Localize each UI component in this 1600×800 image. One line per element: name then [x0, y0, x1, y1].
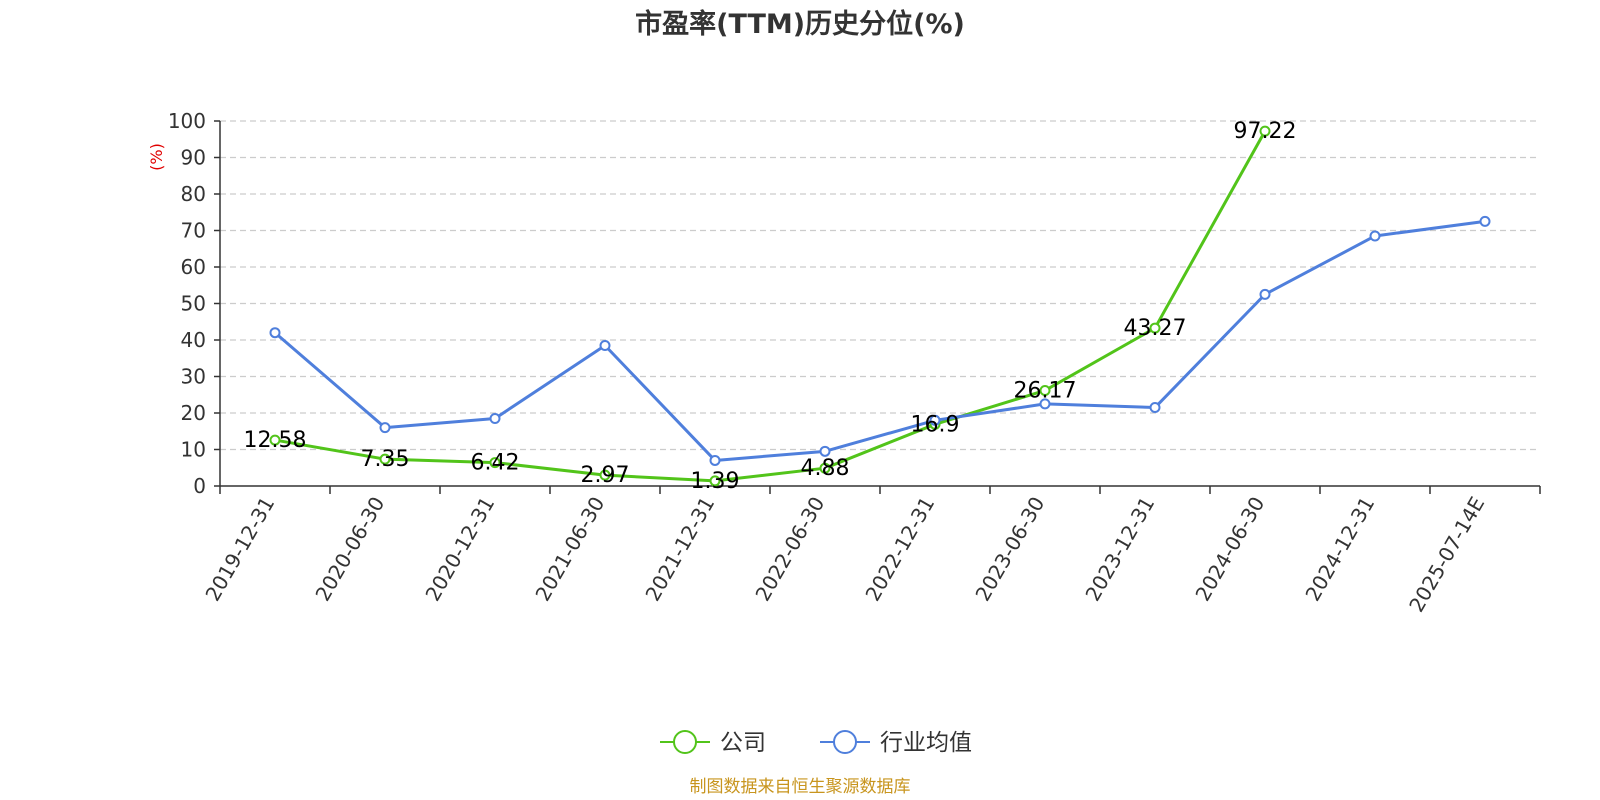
legend-label-公司: 公司 [720, 730, 766, 756]
point-行业均值-2024-06-30 [1259, 288, 1271, 300]
x-tick-2021-12-31: 2021-12-31 [640, 493, 719, 606]
point-公司-2020-06-30 [379, 453, 391, 465]
x-tick-2022-06-30: 2022-06-30 [750, 493, 829, 606]
x-tick-2019-12-31: 2019-12-31 [200, 493, 279, 606]
y-tick-labels: 0 10 20 30 40 50 60 70 80 90 100 [168, 109, 206, 498]
point-行业均值-2020-06-30 [379, 422, 391, 434]
data-label-公司-2021-06-30: 2.97 [581, 463, 630, 488]
source-note: 制图数据来自恒生聚源数据库 [690, 777, 911, 797]
point-行业均值-2020-12-31 [489, 412, 501, 424]
y-tick-30: 30 [181, 365, 206, 389]
x-tick-2024-06-30: 2024-06-30 [1190, 493, 1269, 606]
grid-lines [220, 120, 1540, 451]
point-行业均值-2022-06-30 [819, 445, 831, 457]
y-tick-90: 90 [181, 146, 206, 170]
y-tick-0: 0 [193, 474, 206, 498]
y-tick-60: 60 [181, 255, 206, 279]
legend-item-行业均值[interactable]: 行业均值 [820, 730, 972, 756]
point-行业均值-2022-12-31 [929, 414, 941, 426]
y-tick-80: 80 [181, 182, 206, 206]
point-行业均值-2019-12-31 [269, 327, 281, 339]
point-公司-2020-12-31 [489, 457, 501, 469]
legend-marker-公司 [673, 730, 697, 754]
axes [214, 120, 1541, 494]
data-label-公司-2024-06-30: 97.22 [1234, 119, 1297, 144]
point-公司-2022-06-30 [819, 462, 831, 474]
legend-marker-行业均值 [833, 730, 857, 754]
y-tick-10: 10 [181, 438, 206, 462]
x-tick-2023-06-30: 2023-06-30 [970, 493, 1049, 606]
legend[interactable]: 公司 行业均值 [660, 730, 972, 756]
point-公司-2021-06-30 [599, 469, 611, 481]
data-label-公司-2020-12-31: 6.42 [471, 451, 520, 476]
x-tick-2021-06-30: 2021-06-30 [530, 493, 609, 606]
x-tick-2022-12-31: 2022-12-31 [860, 493, 939, 606]
series-公司 [269, 125, 1271, 487]
point-公司-2023-12-31 [1149, 322, 1161, 334]
x-tick-2020-12-31: 2020-12-31 [420, 493, 499, 606]
point-行业均值-2023-12-31 [1149, 402, 1161, 414]
point-公司-2023-06-30 [1039, 384, 1051, 396]
data-label-公司-2022-12-31: 16.9 [911, 412, 960, 437]
x-tick-2023-12-31: 2023-12-31 [1080, 493, 1159, 606]
y-tick-50: 50 [181, 292, 206, 316]
chart-title: 市盈率(TTM)历史分位(%) [635, 8, 965, 40]
data-label-公司-2020-06-30: 7.35 [361, 447, 410, 472]
x-tick-labels: 2019-12-31 2020-06-30 2020-12-31 2021-06-30… [200, 493, 1489, 617]
data-label-公司-2021-12-31: 1.39 [691, 469, 740, 494]
y-tick-70: 70 [181, 219, 206, 243]
y-axis-label: (%) [147, 143, 166, 171]
data-label-公司-2023-12-31: 43.27 [1124, 316, 1187, 341]
legend-label-行业均值: 行业均值 [880, 730, 972, 756]
data-label-公司-2022-06-30: 4.88 [801, 456, 850, 481]
point-公司-2024-06-30 [1259, 125, 1271, 137]
y-tick-100: 100 [168, 109, 206, 133]
x-tick-2024-12-31: 2024-12-31 [1300, 493, 1379, 606]
data-labels: 12.58 7.35 6.42 2.97 1.39 4.88 16.9 26.17 43.27 9… [244, 119, 1297, 494]
y-tick-40: 40 [181, 328, 206, 352]
point-行业均值-2024-12-31 [1369, 230, 1381, 242]
legend-item-公司[interactable]: 公司 [660, 730, 766, 756]
x-tick-2020-06-30: 2020-06-30 [310, 493, 389, 606]
data-label-公司-2019-12-31: 12.58 [244, 428, 307, 453]
x-tick-2025-07-14E: 2025-07-14E [1404, 493, 1489, 617]
y-tick-20: 20 [181, 401, 206, 425]
data-label-公司-2023-06-30: 26.17 [1014, 378, 1077, 403]
point-行业均值-2021-06-30 [599, 339, 611, 351]
series-行业均值 [269, 215, 1491, 466]
series-layer [269, 125, 1491, 487]
series-line-公司-0 [274, 130, 1267, 483]
point-公司-2021-12-31 [709, 475, 721, 487]
point-行业均值-2021-12-31 [709, 454, 721, 466]
point-行业均值-2025-07-14E [1479, 215, 1491, 227]
series-line-行业均值-0 [274, 219, 1486, 462]
point-公司-2019-12-31 [269, 434, 281, 446]
point-行业均值-2023-06-30 [1039, 398, 1051, 410]
